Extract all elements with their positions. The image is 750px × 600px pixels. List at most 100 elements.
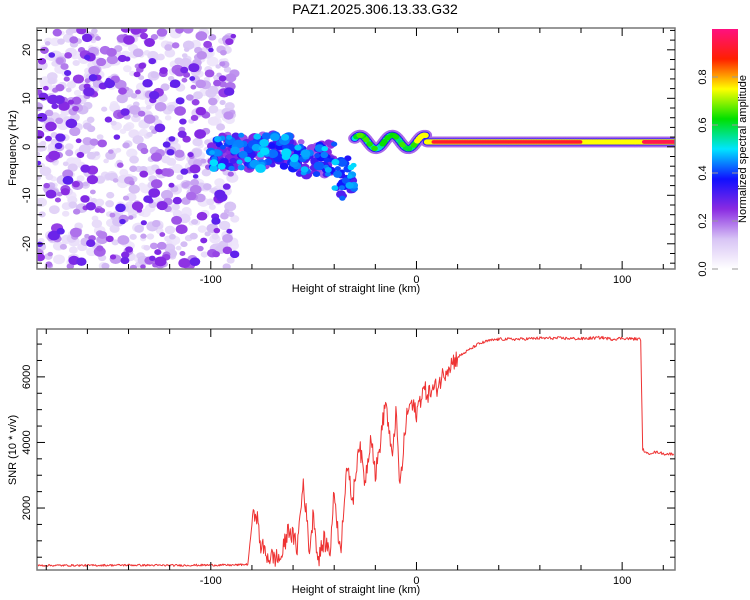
spectrogram-blob [109,224,120,233]
spectrogram-blob [324,166,332,173]
snr-x-ticks: -100 0 100 [45,329,664,587]
spectrogram-blob [108,149,114,154]
spectrogram-blob [230,146,240,155]
spectrogram-blob [208,97,218,106]
snr-line [37,335,675,567]
spectrogram-blob [330,141,338,147]
spectrogram-blob [104,79,116,89]
spectrogram-blob [37,151,41,157]
spectrogram-blob [211,217,221,225]
spectrogram-blob [185,191,197,201]
spectrogram-blob [405,145,413,152]
spectrogram-blob [207,116,220,126]
spectrogram-blob [171,163,183,174]
spectrogram-blob [195,79,207,89]
spectrogram-blob [38,92,49,101]
spectrogram-blob [229,250,240,259]
spectrogram-blob [54,142,63,150]
spectrogram-blob [187,152,194,158]
spectrogram-blob [48,205,60,215]
spectrogram-blob [214,189,226,199]
snr-frame [36,328,676,571]
spectrogram-blob [200,237,208,244]
spectrogram-blob [193,91,203,100]
spectrogram-blob [67,99,75,105]
spectrogram-blob [49,37,61,47]
spectrogram-blob [149,242,159,250]
spectrogram-blob [314,144,325,153]
spectrogram-blob [185,94,194,101]
spectrogram-blob [83,54,91,61]
spectrogram-blob [81,33,93,43]
spectrogram-blob [179,57,192,68]
spectrogram-blob [45,189,57,199]
spectrogram-blob [208,105,219,114]
colorbar-ticks: 0.0 0.2 0.4 0.6 0.8 [697,69,738,277]
spectrogram-blob [379,141,387,147]
x-tick-label: -100 [200,575,222,587]
spectrogram-blob [238,150,248,159]
spectrogram-blob [119,218,126,225]
spectrogram-blob [72,180,80,188]
spectrogram-blob [218,75,227,82]
spectrogram-blob [72,74,85,84]
spectrogram-blob [127,148,137,157]
spectrogram-blob [177,130,187,138]
spectrogram-blob [97,139,107,148]
spectrogram-blob [179,251,186,256]
spectrogram-blob [169,79,181,89]
spectrogram-blob [51,103,59,110]
spectrogram-blob [117,235,130,245]
spectrogram-blob [125,246,133,253]
spectrogram-blob [52,28,62,37]
spectrogram-blob [135,89,141,95]
spectrogram-blob [121,251,130,259]
y-tick-label: -20 [21,236,33,252]
spectrogram-blob [191,99,200,106]
spectrogram-blob [140,32,148,40]
spectrogram-blob [150,71,159,79]
spectrogram-blob [156,53,165,61]
spectrogram-blob [204,231,211,237]
spectrogram-blob [40,46,49,54]
spectrogram-blob [90,197,98,204]
spectrogram-blob [105,200,115,208]
spectrogram-blob [195,193,206,203]
spectrogram-y-label: Frequency (Hz) [7,110,19,186]
spectrogram-blob [219,100,226,106]
spectrogram-blob [143,195,153,203]
spectrogram-blob [129,165,138,173]
spectrogram-blob [168,233,176,240]
spectrogram-blob [384,134,391,141]
spectrogram-blob [86,116,95,123]
y-tick-label: 0 [21,144,33,150]
spectrogram-blob [189,76,196,81]
spectrogram-blob [62,169,74,179]
spectrogram-blob [37,160,42,166]
spectrogram-blob [37,102,44,112]
spectrogram-blob [293,149,302,156]
spectrogram-blob [161,155,171,164]
spectrogram-blob [128,105,141,115]
spectrogram-blob [213,79,222,87]
spectrogram-blob [154,256,167,267]
spectrogram-blob [223,66,232,73]
spectrogram-blob [113,134,121,140]
spectrogram-blob [225,38,234,46]
spectrogram-blob [95,175,106,184]
colorbar-tick-label: 0.6 [697,117,709,132]
x-tick-label: 0 [413,575,419,587]
spectrogram-blob [175,28,184,34]
x-tick-label: 100 [613,575,631,587]
spectrogram-blob [200,158,207,164]
spectrogram-blob [105,151,116,160]
y-tick-label: 20 [21,44,33,56]
spectrogram-blob [223,111,234,120]
spectrogram-blob [88,74,98,82]
spectrogram-blob [189,257,201,267]
spectrogram-blob [68,246,78,254]
spectrogram-blob [76,175,85,182]
spectrogram-blob [139,170,149,178]
spectrogram-blob [226,257,235,264]
spectrogram-blob [151,219,161,228]
